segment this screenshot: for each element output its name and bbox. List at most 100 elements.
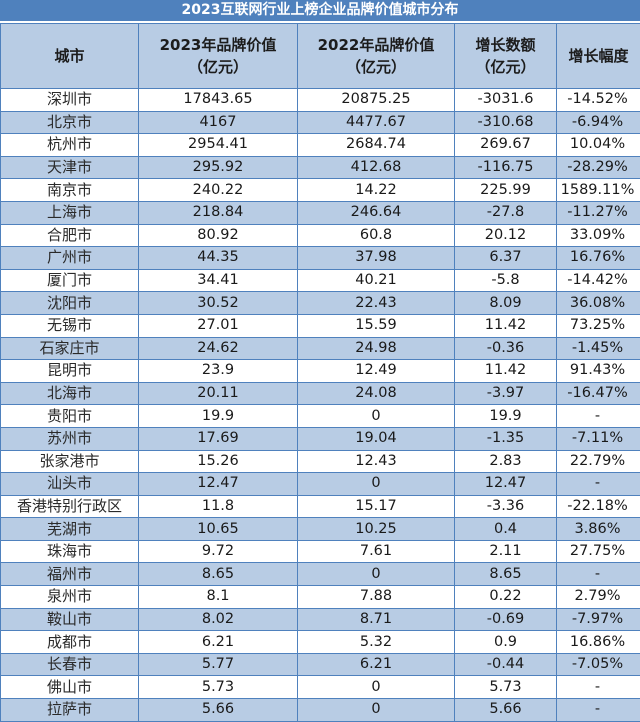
cell-value-2023: 9.72 [138, 539, 298, 564]
cell-growth-amount: -27.8 [454, 200, 557, 225]
table-title: 2023互联网行业上榜企业品牌价值城市分布 [0, 0, 640, 21]
table-body: 深圳市 17843.65 20875.25 -3031.6 -14.52% 北京市 4167… [0, 88, 640, 722]
cell-city: 北海市 [0, 381, 139, 406]
cell-value-2022: 20875.25 [297, 88, 455, 112]
cell-growth-amount: 2.11 [454, 539, 557, 564]
cell-city: 上海市 [0, 200, 139, 225]
table-row: 上海市 218.84 246.64 -27.8 -11.27% [0, 200, 640, 225]
table-row: 泉州市 8.1 7.88 0.22 2.79% [0, 585, 640, 609]
cell-growth-amount: 19.9 [454, 404, 557, 428]
cell-value-2023: 240.22 [138, 178, 298, 202]
cell-value-2023: 8.1 [138, 585, 298, 609]
cell-value-2023: 17.69 [138, 426, 298, 451]
cell-value-2022: 24.98 [297, 336, 455, 361]
cell-value-2022: 10.25 [297, 517, 455, 541]
cell-value-2023: 10.65 [138, 517, 298, 541]
cell-growth-amount: 11.42 [454, 359, 557, 383]
cell-growth-amount: 0.22 [454, 585, 557, 609]
table-row: 北海市 20.11 24.08 -3.97 -16.47% [0, 381, 640, 406]
table-row: 杭州市 2954.41 2684.74 269.67 10.04% [0, 133, 640, 157]
cell-value-2022: 7.88 [297, 585, 455, 609]
cell-value-2023: 80.92 [138, 223, 298, 248]
cell-value-2022: 14.22 [297, 178, 455, 202]
cell-growth-amount: -5.8 [454, 268, 557, 293]
cell-value-2023: 6.21 [138, 630, 298, 654]
table-row: 佛山市 5.73 0 5.73- [0, 675, 640, 700]
cell-city: 成都市 [0, 630, 139, 654]
table-row: 天津市 295.92 412.68 -116.75 -28.29% [0, 155, 640, 180]
cell-value-2022: 40.21 [297, 268, 455, 293]
table-row: 广州市 44.35 37.98 6.37 16.76% [0, 246, 640, 270]
cell-city: 天津市 [0, 155, 139, 180]
table-row: 成都市 6.21 5.32 0.9 16.86% [0, 630, 640, 654]
header-growth-amount-unit: （亿元） [475, 58, 536, 76]
cell-value-2022: 0 [297, 404, 455, 428]
table-row: 福州市 8.65 0 8.65- [0, 562, 640, 587]
brand-value-table-container: 城市 2023年品牌价值 （亿元） 2022年品牌价值 （亿元） 增长数额 （亿… [0, 23, 640, 722]
cell-growth-amount: 0.9 [454, 630, 557, 654]
header-value-2022-label: 2022年品牌价值 [317, 36, 435, 54]
table-row: 无锡市 27.01 15.59 11.42 73.25% [0, 313, 640, 338]
cell-city: 广州市 [0, 246, 139, 270]
table-row: 珠海市 9.72 7.61 2.11 27.75% [0, 539, 640, 564]
cell-city: 杭州市 [0, 133, 139, 157]
header-row: 城市 2023年品牌价值 （亿元） 2022年品牌价值 （亿元） 增长数额 （亿… [0, 23, 640, 89]
table-row: 苏州市 17.69 19.04 -1.35 -7.11% [0, 426, 640, 451]
cell-growth-amount: 8.09 [454, 291, 557, 315]
cell-growth-rate: 16.86% [556, 630, 640, 654]
cell-value-2022: 19.04 [297, 426, 455, 451]
cell-growth-rate: 91.43% [556, 359, 640, 383]
table-row: 南京市 240.22 14.22 225.99 1589.11% [0, 178, 640, 202]
table-row: 石家庄市 24.62 24.98 -0.36 -1.45% [0, 336, 640, 361]
cell-city: 香港特别行政区 [0, 494, 139, 519]
cell-value-2022: 5.32 [297, 630, 455, 654]
cell-growth-rate: 22.79% [556, 449, 640, 474]
cell-value-2022: 37.98 [297, 246, 455, 270]
cell-growth-rate: 3.86% [556, 517, 640, 541]
cell-value-2023: 44.35 [138, 246, 298, 270]
cell-growth-rate: - [556, 404, 640, 428]
brand-value-table: 城市 2023年品牌价值 （亿元） 2022年品牌价值 （亿元） 增长数额 （亿… [0, 23, 640, 722]
cell-city: 汕头市 [0, 472, 139, 496]
cell-value-2023: 8.65 [138, 562, 298, 587]
cell-growth-amount: -0.69 [454, 607, 557, 632]
cell-growth-rate: 73.25% [556, 313, 640, 338]
cell-city: 泉州市 [0, 585, 139, 609]
cell-city: 沈阳市 [0, 291, 139, 315]
cell-city: 南京市 [0, 178, 139, 202]
cell-value-2022: 15.59 [297, 313, 455, 338]
table-row: 拉萨市 5.66 0 5.66- [0, 698, 640, 722]
cell-growth-rate: - [556, 698, 640, 722]
cell-value-2023: 12.47 [138, 472, 298, 496]
cell-value-2022: 7.61 [297, 539, 455, 564]
header-growth-rate-label: 增长幅度 [568, 47, 629, 65]
header-city-label: 城市 [54, 47, 85, 65]
cell-value-2022: 0 [297, 698, 455, 722]
cell-value-2022: 0 [297, 562, 455, 587]
cell-value-2022: 6.21 [297, 652, 455, 677]
cell-value-2022: 12.43 [297, 449, 455, 474]
cell-value-2022: 22.43 [297, 291, 455, 315]
table-row: 合肥市 80.92 60.8 20.12 33.09% [0, 223, 640, 248]
header-value-2023-unit: （亿元） [187, 58, 248, 76]
cell-value-2023: 23.9 [138, 359, 298, 383]
cell-growth-amount: 11.42 [454, 313, 557, 338]
cell-growth-rate: 27.75% [556, 539, 640, 564]
cell-growth-rate: 10.04% [556, 133, 640, 157]
cell-growth-rate: -22.18% [556, 494, 640, 519]
cell-value-2023: 5.66 [138, 698, 298, 722]
table-row: 深圳市 17843.65 20875.25 -3031.6 -14.52% [0, 88, 640, 112]
cell-city: 拉萨市 [0, 698, 139, 722]
cell-value-2023: 5.77 [138, 652, 298, 677]
cell-growth-rate: -28.29% [556, 155, 640, 180]
cell-city: 深圳市 [0, 88, 139, 112]
cell-value-2023: 4167 [138, 110, 298, 135]
cell-value-2023: 34.41 [138, 268, 298, 293]
cell-city: 合肥市 [0, 223, 139, 248]
cell-growth-rate: 33.09% [556, 223, 640, 248]
header-value-2022-unit: （亿元） [345, 58, 406, 76]
cell-city: 无锡市 [0, 313, 139, 338]
cell-value-2022: 4477.67 [297, 110, 455, 135]
table-row: 芜湖市 10.65 10.25 0.4 3.86% [0, 517, 640, 541]
cell-value-2023: 19.9 [138, 404, 298, 428]
